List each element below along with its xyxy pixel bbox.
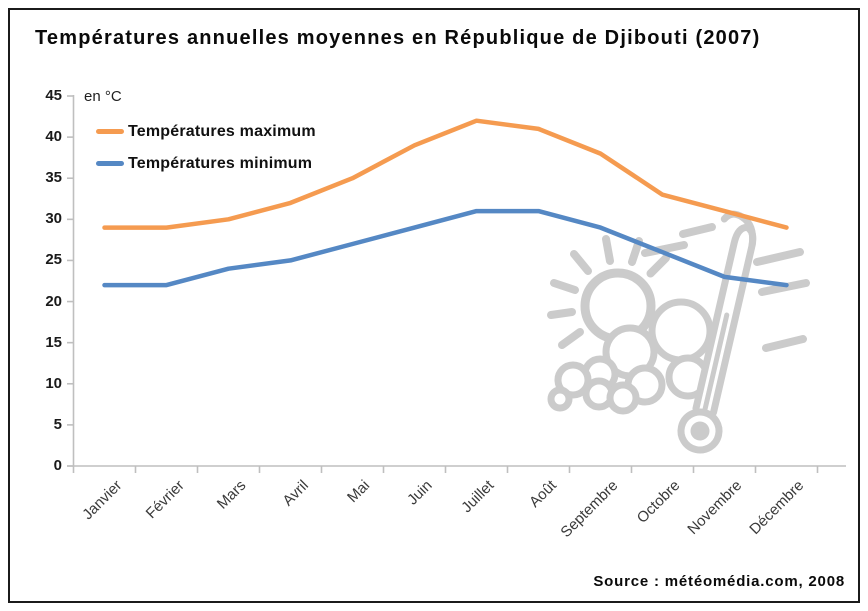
watermark-radiance-dashes-icon (641, 223, 810, 352)
y-tick-label: 5 (53, 415, 62, 433)
legend-swatch-min-line-icon (96, 161, 124, 166)
series-line-temperatures-maximum (102, 118, 789, 230)
y-tick-label: 30 (45, 210, 62, 228)
legend-swatch-max-line-icon (96, 129, 124, 134)
legend-label-min: Températures minimum (128, 154, 313, 172)
legend-label-max: Températures maximum (128, 122, 316, 140)
x-axis-ticks (72, 466, 819, 473)
y-tick-label: 40 (45, 128, 62, 146)
y-tick-label: 20 (45, 292, 62, 310)
legend: Températures maximum Températures minimu… (96, 121, 316, 185)
axes (67, 95, 846, 473)
y-tick-label: 45 (45, 87, 62, 104)
y-tick-label: 35 (45, 169, 62, 187)
watermark-sun-cloud-thermometer-icon (547, 210, 810, 454)
y-axis-unit-label: en °C (84, 88, 122, 105)
y-axis-ticks (67, 95, 74, 467)
watermark-cloud-icon (547, 298, 714, 415)
legend-item-max: Températures maximum (96, 121, 316, 142)
legend-item-min: Températures minimum (96, 153, 316, 174)
y-tick-label: 0 (53, 457, 62, 474)
source-note: Source : météomédia.com, 2008 (593, 573, 845, 590)
chart-title: Températures annuelles moyennes en Répub… (35, 27, 761, 49)
y-tick-label: 15 (45, 333, 62, 351)
series-line-temperatures-minimum (102, 208, 789, 288)
y-tick-label: 25 (45, 251, 62, 269)
y-tick-label: 10 (45, 374, 62, 392)
